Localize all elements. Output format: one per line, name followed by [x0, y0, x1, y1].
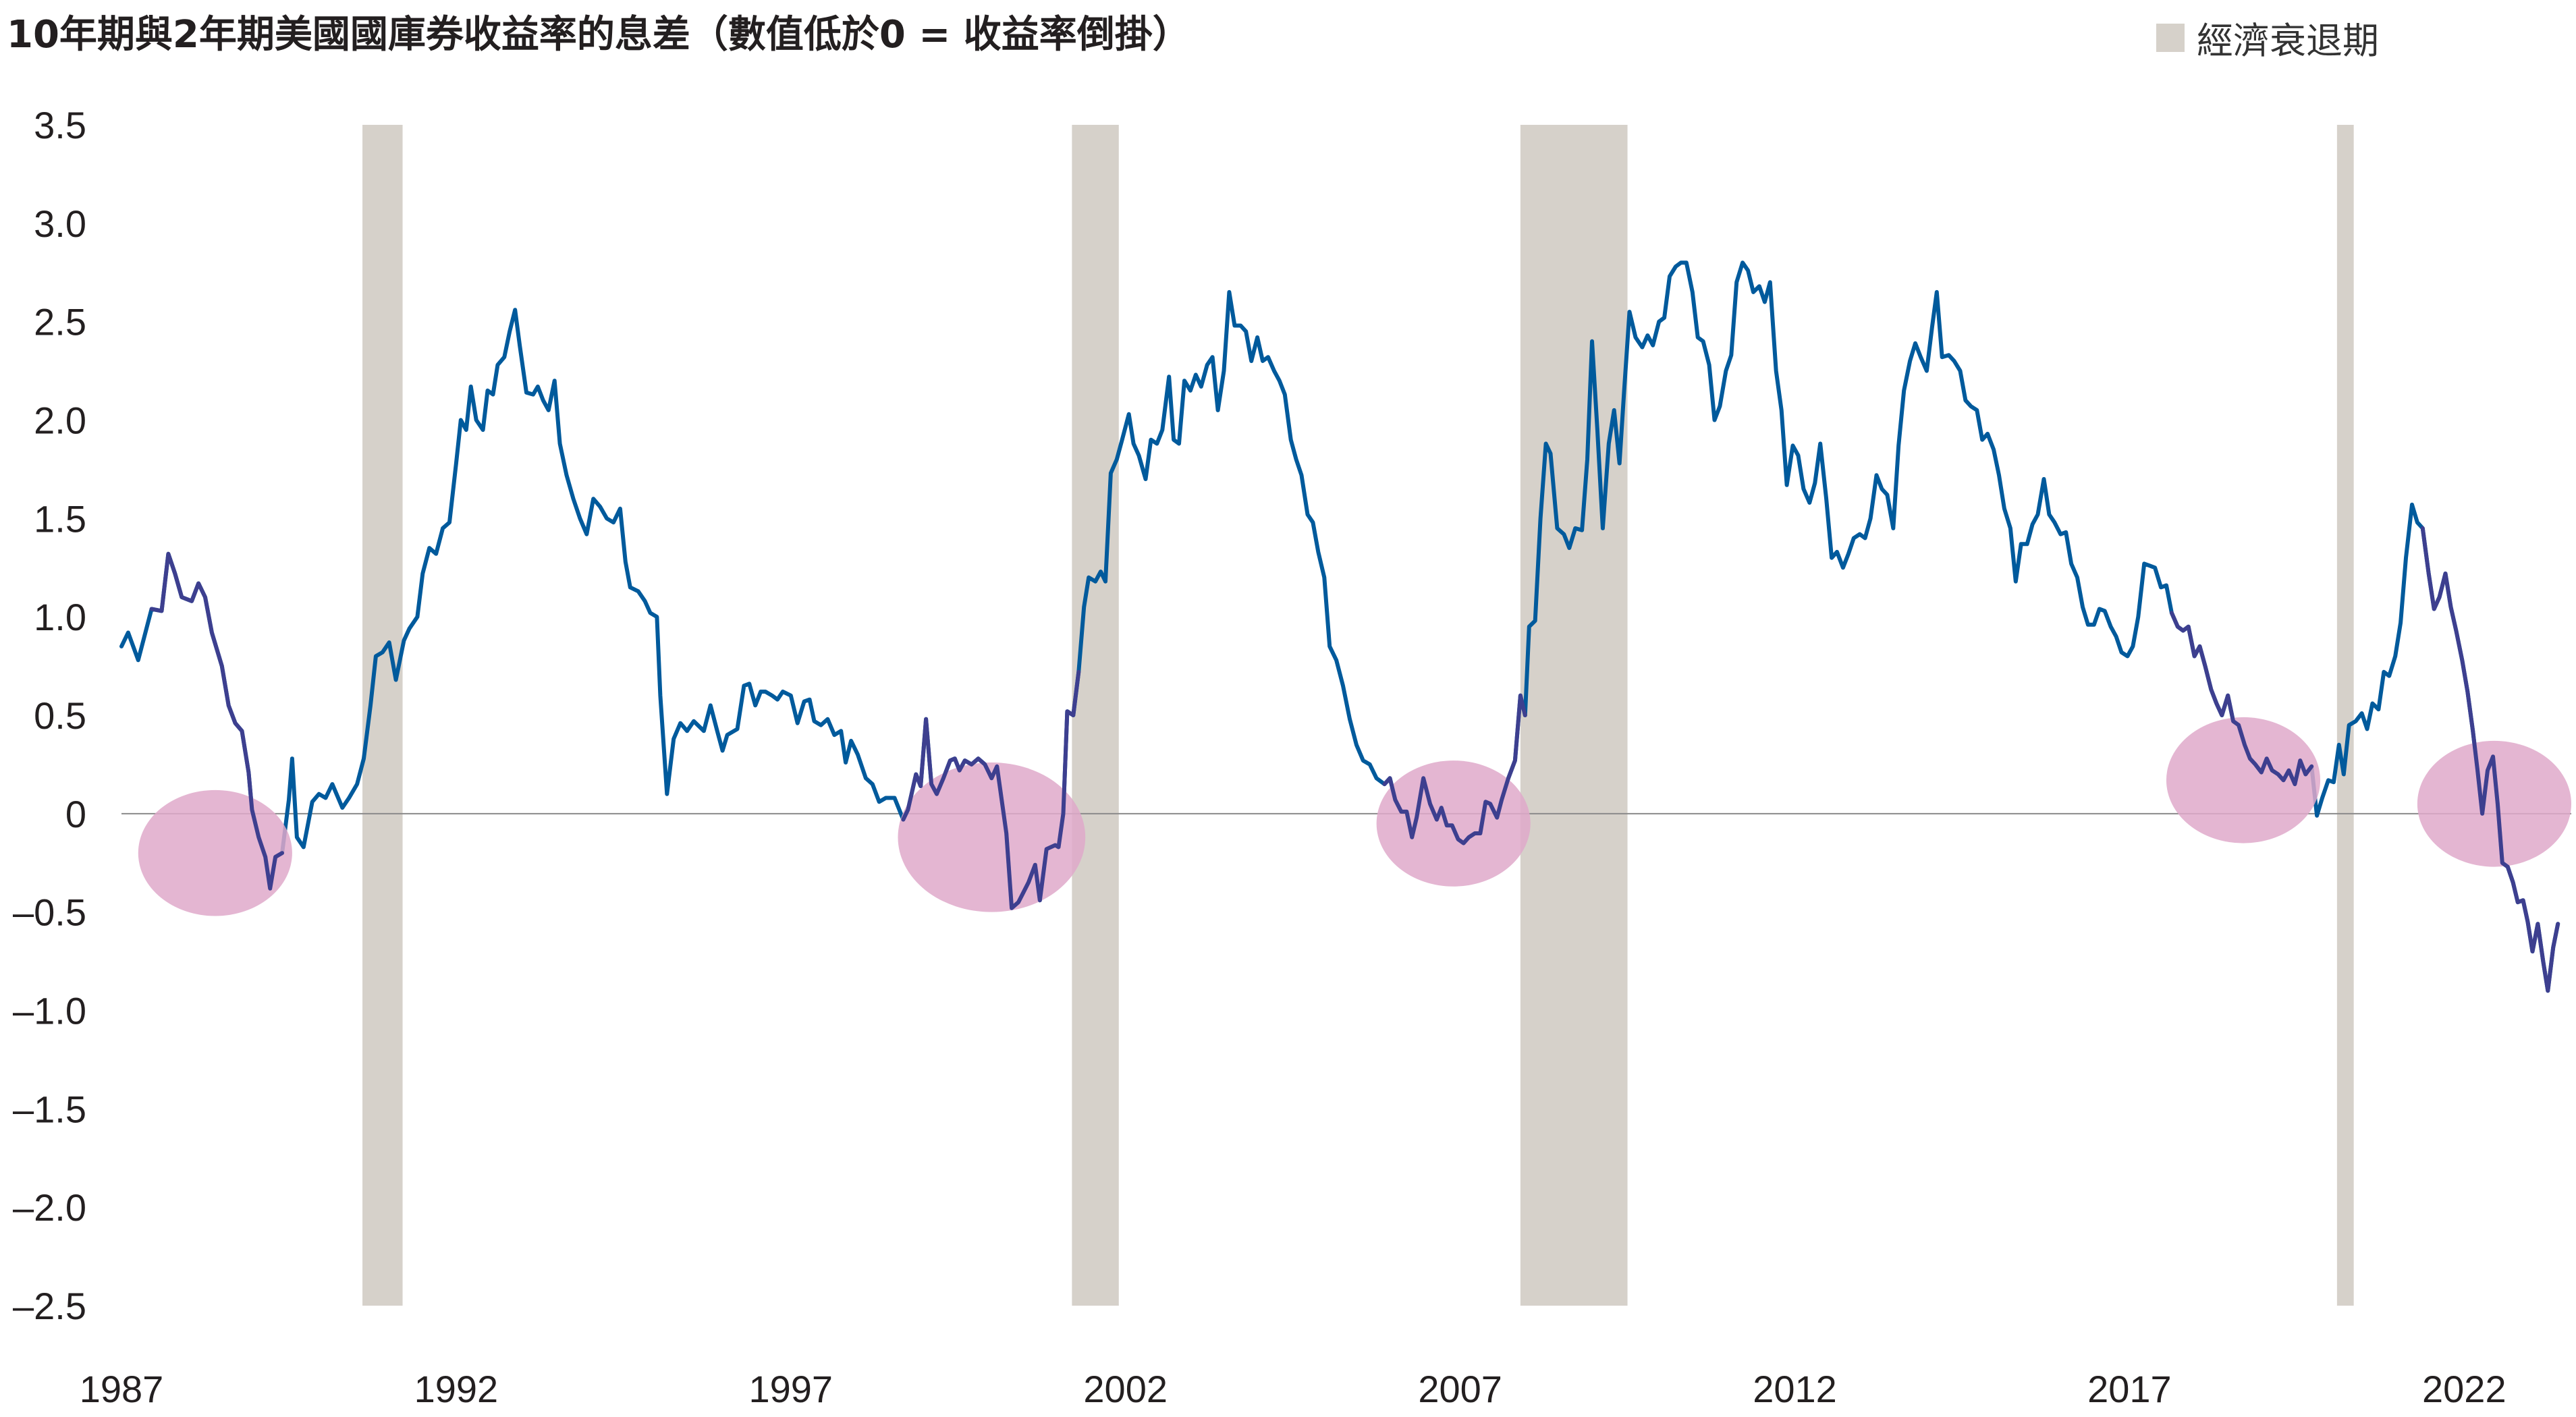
inversion-highlight-3 — [1376, 760, 1531, 887]
series-line-highlighted-5 — [2420, 526, 2560, 993]
series-line-highlighted-2 — [901, 669, 1081, 910]
recession-band-4 — [2336, 125, 2354, 1306]
y-tick-label: 0 — [65, 793, 86, 835]
y-tick-label: 2.5 — [34, 301, 86, 343]
legend-label-recession: 經濟衰退期 — [2197, 20, 2379, 62]
x-tick-label: 2007 — [1418, 1368, 1502, 1410]
x-tick-label: 2012 — [1753, 1368, 1837, 1410]
y-tick-label: 1.0 — [34, 596, 86, 638]
y-tick-label: 3.5 — [34, 104, 86, 146]
y-tick-label: 3.0 — [34, 202, 86, 245]
y-tick-label: –1.0 — [13, 990, 86, 1032]
y-tick-label: 0.5 — [34, 694, 86, 737]
y-tick-label: 2.0 — [34, 399, 86, 442]
inversion-highlight-1 — [138, 789, 292, 916]
inversion-highlight-2 — [898, 762, 1086, 912]
series-line-highlighted-3 — [1382, 693, 1527, 845]
recession-band-3 — [1520, 125, 1628, 1306]
x-tick-label: 2022 — [2422, 1368, 2506, 1410]
x-tick-label: 2002 — [1083, 1368, 1168, 1410]
y-tick-label: –2.5 — [13, 1285, 86, 1327]
y-tick-label: –0.5 — [13, 891, 86, 934]
y-tick-label: 1.5 — [34, 497, 86, 540]
series-line-highlighted-1 — [149, 551, 284, 891]
series-line-spread — [119, 260, 2560, 993]
inversion-highlight-5 — [2417, 740, 2571, 867]
y-tick-label: –1.5 — [13, 1088, 86, 1130]
legend: 經濟衰退期 — [2156, 11, 2379, 64]
legend-swatch-recession — [2156, 23, 2185, 52]
y-tick-label: –2.0 — [13, 1186, 86, 1229]
chart-title: 10年期與2年期美國國庫券收益率的息差（數值低於0 = 收益率倒掛） — [7, 13, 1190, 57]
x-tick-label: 2017 — [2087, 1368, 2172, 1410]
series-line-highlighted-4 — [2169, 611, 2314, 787]
recession-band-2 — [1072, 125, 1119, 1306]
x-tick-label: 1987 — [80, 1368, 164, 1410]
x-tick-label: 1997 — [749, 1368, 833, 1410]
inversion-highlight-4 — [2166, 717, 2321, 843]
x-tick-label: 1992 — [414, 1368, 499, 1410]
